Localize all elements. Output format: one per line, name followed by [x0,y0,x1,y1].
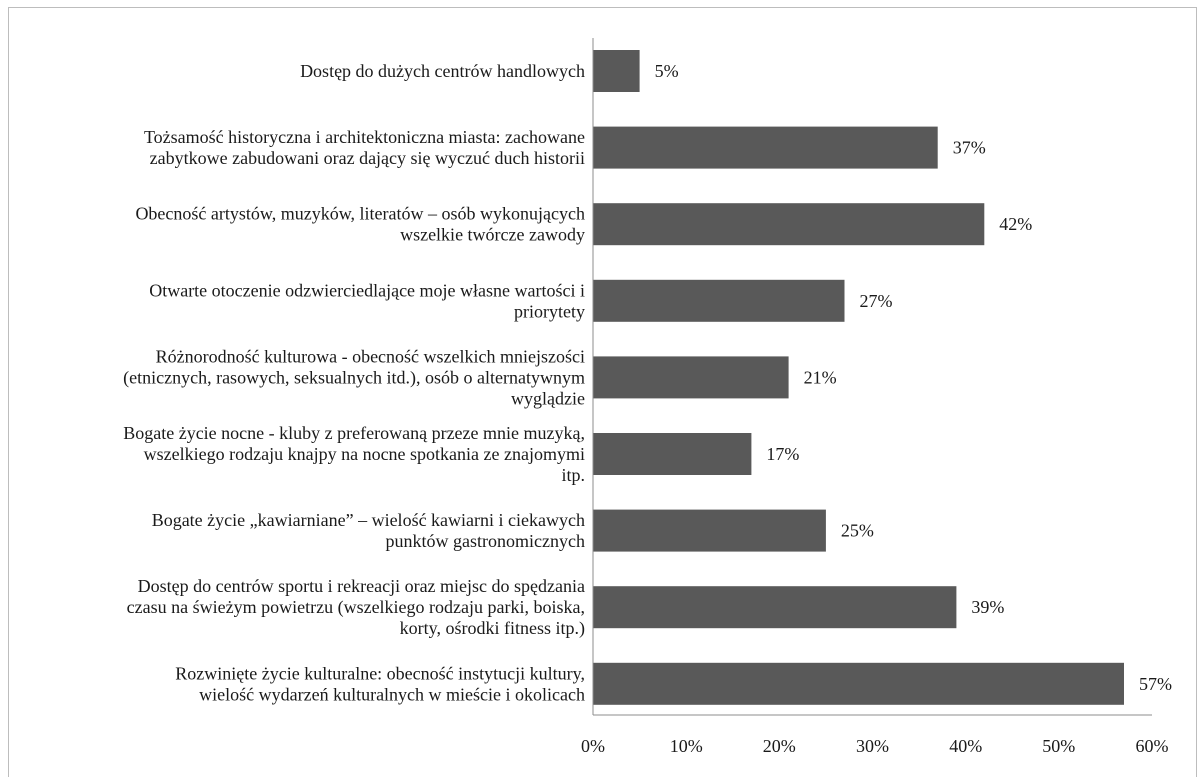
category-label-line: Otwarte otoczenie odzwierciedlające moje… [149,280,585,300]
category-label: Różnorodność kulturowa - obecność wszelk… [123,346,585,408]
category-label: Obecność artystów, muzyków, literatów – … [135,204,585,245]
category-labels: Dostęp do dużych centrów handlowych Tożsa… [123,61,585,704]
bar [593,279,845,322]
category-label-line: (etnicznych, rasowych, seksualnych itd.)… [123,367,585,388]
bar [593,356,789,399]
category-label: Rozwinięte życie kulturalne: obecność in… [175,663,585,704]
bar [593,433,752,475]
bar [593,586,957,629]
category-label-line: priorytety [514,301,585,321]
data-label: 39% [971,597,1004,617]
data-label: 37% [953,138,986,158]
category-label-line: wszelkiego rodzaju knajpy na nocne spotk… [144,444,585,464]
category-label: Dostęp do dużych centrów handlowych [300,61,585,81]
data-label: 57% [1139,674,1172,694]
x-tick-label: 10% [670,736,703,756]
bar [593,50,640,92]
x-axis: 0% 10% 20% 30% 40% 50% 60% [581,38,1169,756]
x-tick-label: 50% [1042,736,1075,756]
bar [593,662,1124,705]
category-label: Otwarte otoczenie odzwierciedlające moje… [149,280,585,321]
data-label: 5% [655,61,679,81]
chart-frame [8,7,1197,777]
data-labels: 5% 37% 42% 27% 21% 17% 25% 39% 57% [655,61,1172,694]
x-tick-label: 0% [581,736,605,756]
x-tick-label: 30% [856,736,889,756]
category-label-line: Bogate życie nocne - kluby z preferowaną… [123,423,585,443]
category-label-line: itp. [561,465,585,485]
category-label-line: Bogate życie „kawiarniane” – wielość kaw… [152,510,585,530]
x-tick-label: 20% [763,736,796,756]
category-label-line: Dostęp do dużych centrów handlowych [300,61,585,81]
bars [593,50,1124,705]
category-label-line: wielość wydarzeń kulturalnych w mieście … [199,684,585,704]
category-label: Bogate życie „kawiarniane” – wielość kaw… [152,510,585,551]
category-label-line: wszelkie twórcze zawody [400,225,585,245]
data-label: 42% [999,214,1032,234]
bar [593,203,985,246]
data-label: 21% [804,367,837,387]
category-label-line: Różnorodność kulturowa - obecność wszelk… [156,346,585,366]
category-label: Tożsamość historyczna i architektoniczna… [144,127,585,168]
category-label-line: Obecność artystów, muzyków, literatów – … [135,204,585,224]
category-label-line: Rozwinięte życie kulturalne: obecność in… [175,663,585,683]
data-label: 27% [860,291,893,311]
category-label-line: czasu na świeżym powietrzu (wszelkiego r… [127,597,585,618]
data-label: 25% [841,521,874,541]
category-label-line: Dostęp do centrów sportu i rekreacji ora… [138,576,585,596]
category-label: Bogate życie nocne - kluby z preferowaną… [123,423,585,485]
x-tick-label: 60% [1136,736,1169,756]
category-label-line: korty, ośrodki fitness itp.) [400,618,585,639]
bar [593,126,938,169]
category-label-line: Tożsamość historyczna i architektoniczna… [144,127,585,147]
category-label-line: wyglądzie [511,388,585,408]
x-tick-label: 40% [949,736,982,756]
data-label: 17% [766,444,799,464]
category-label-line: zabytkowe zabudowani oraz dający się wyc… [150,148,585,168]
category-label: Dostęp do centrów sportu i rekreacji ora… [127,576,585,639]
bar [593,509,826,552]
category-label-line: punktów gastronomicznych [386,531,585,551]
